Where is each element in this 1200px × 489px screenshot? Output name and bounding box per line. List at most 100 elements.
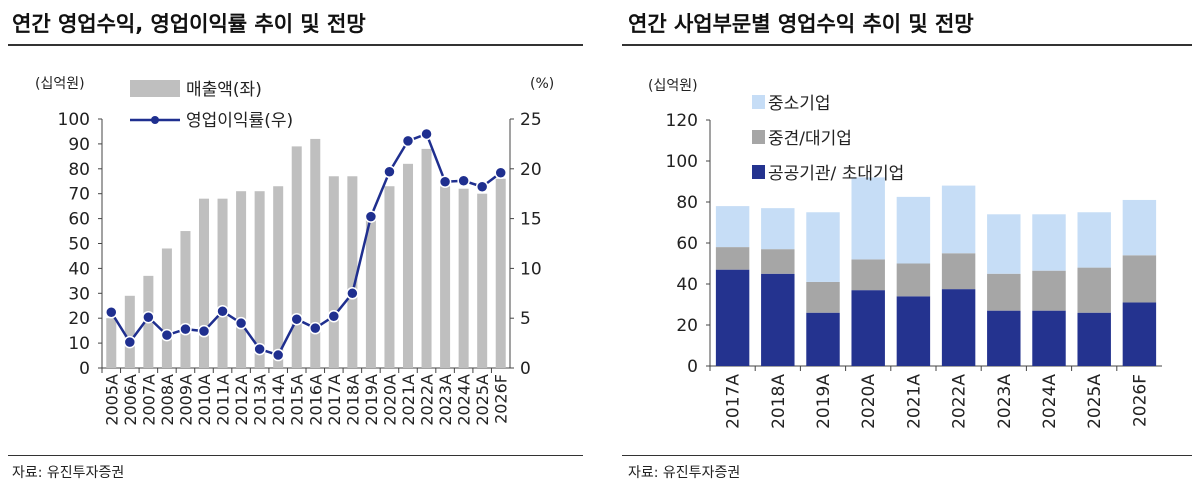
- y-tick-label: 20: [676, 316, 698, 336]
- revenue-bar: [440, 186, 451, 368]
- x-tick-label: 2007A: [139, 374, 158, 426]
- revenue-bar: [254, 191, 265, 368]
- x-tick-label: 2014A: [269, 374, 288, 426]
- y-tick-label: 80: [68, 160, 90, 180]
- x-tick-label: 2015A: [288, 374, 307, 426]
- margin-point: [401, 134, 415, 148]
- stacked-bar-segment: [806, 281, 840, 313]
- x-tick-label: 2017A: [325, 374, 344, 426]
- stacked-bar-segment: [806, 212, 840, 282]
- legend-marker-margin: [151, 116, 159, 124]
- stacked-bar-segment: [1032, 270, 1066, 311]
- x-tick-label: 2018A: [769, 374, 789, 429]
- margin-point: [197, 324, 211, 338]
- legend-label-margin: 영업이익률(우): [186, 111, 293, 131]
- revenue-bar: [365, 218, 376, 368]
- legend-label-revenue: 매출액(좌): [186, 80, 262, 100]
- stacked-bar-segment: [987, 214, 1021, 274]
- revenue-bar: [328, 176, 339, 368]
- y-tick-label: 40: [676, 275, 698, 295]
- left-chart-title: 연간 영업수익, 영업이익률 추이 및 전망: [12, 12, 366, 36]
- stacked-bar-segment: [941, 185, 976, 254]
- revenue-bar: [198, 198, 210, 368]
- right-title-rule: [622, 44, 1192, 46]
- revenue-bar: [106, 318, 117, 368]
- margin-line: [110, 132, 502, 357]
- y-tick-label: 60: [676, 234, 698, 254]
- x-tick-label: 2020A: [380, 374, 399, 426]
- revenue-bar: [273, 186, 284, 368]
- stacked-bar-segment: [761, 249, 795, 274]
- x-tick-label: 2025A: [473, 374, 492, 426]
- stacked-bar-segment: [851, 259, 885, 291]
- right-source-rule: [622, 455, 1192, 456]
- stacked-bar-segment: [851, 177, 885, 260]
- revenue-bar: [458, 188, 469, 368]
- margin-point: [494, 166, 507, 180]
- x-tick-label: 2019A: [814, 374, 834, 429]
- x-tick-label: 2016A: [306, 374, 325, 426]
- y-tick-label: 100: [666, 152, 698, 172]
- y2-tick-label: 5: [520, 309, 531, 329]
- y2-tick-label: 0: [520, 359, 531, 379]
- x-tick-label: 2012A: [232, 374, 251, 426]
- revenue-bar: [236, 191, 247, 368]
- y-tick-label: 20: [68, 309, 90, 329]
- stacked-bar-segment: [941, 253, 976, 290]
- left-title-rule: [8, 44, 583, 46]
- legend-swatch: [752, 130, 765, 144]
- margin-point: [346, 287, 359, 300]
- stacked-bar-segment: [987, 273, 1021, 311]
- x-tick-label: 2009A: [176, 374, 195, 426]
- revenue-bar: [384, 186, 395, 368]
- y-tick-label: 70: [68, 185, 90, 205]
- margin-point: [290, 312, 303, 326]
- x-tick-label: 2013A: [251, 374, 270, 426]
- margin-point: [309, 321, 322, 335]
- stacked-bar-segment: [715, 206, 750, 248]
- x-tick-label: 2010A: [195, 374, 214, 426]
- margin-point: [142, 310, 155, 324]
- margin-point: [105, 305, 118, 319]
- stacked-bar-segment: [715, 247, 750, 270]
- stacked-bar-segment: [1077, 212, 1111, 268]
- revenue-bar: [477, 193, 488, 368]
- revenue-bar: [310, 138, 321, 368]
- y2-tick-label: 15: [520, 210, 542, 230]
- stacked-bar-segment: [1077, 267, 1111, 313]
- left-source: 자료: 유진투자증권: [12, 465, 125, 481]
- y2-tick-label: 20: [520, 160, 542, 180]
- margin-point: [253, 342, 266, 356]
- y-tick-label: 50: [68, 235, 90, 255]
- x-tick-label: 2026F: [1130, 374, 1150, 427]
- x-tick-label: 2008A: [158, 374, 177, 426]
- stacked-bar-segment: [1077, 312, 1111, 366]
- revenue-bar: [217, 198, 228, 368]
- stacked-bar-segment: [941, 289, 976, 366]
- y-tick-label: 30: [68, 284, 90, 304]
- revenue-bar: [402, 163, 414, 368]
- x-tick-label: 2025A: [1085, 374, 1105, 429]
- legend-swatch-revenue: [130, 80, 180, 97]
- stacked-bar-segment: [1032, 214, 1066, 271]
- stacked-bar-segment: [1122, 199, 1157, 256]
- revenue-bar: [347, 176, 358, 368]
- y-tick-label: 0: [687, 357, 698, 377]
- y-tick-label: 100: [58, 110, 90, 130]
- right-chart-title: 연간 사업부문별 영업수익 추이 및 전망: [628, 12, 974, 36]
- margin-point: [420, 127, 433, 141]
- margin-point: [216, 304, 229, 318]
- revenue-bar: [180, 231, 191, 368]
- y2-tick-label: 10: [520, 259, 542, 279]
- legend-label: 공공기관/ 초대기업: [768, 164, 904, 184]
- revenue-bar: [124, 295, 135, 368]
- stacked-bar-segment: [1122, 255, 1157, 303]
- stacked-bar-segment: [806, 312, 840, 366]
- x-tick-label: 2022A: [418, 374, 437, 426]
- right-source: 자료: 유진투자증권: [628, 465, 741, 481]
- y-tick-label: 10: [68, 334, 90, 354]
- left-source-rule: [8, 455, 583, 456]
- y-axis-unit: (십억원): [648, 78, 698, 94]
- legend-label: 중소기업: [768, 94, 831, 114]
